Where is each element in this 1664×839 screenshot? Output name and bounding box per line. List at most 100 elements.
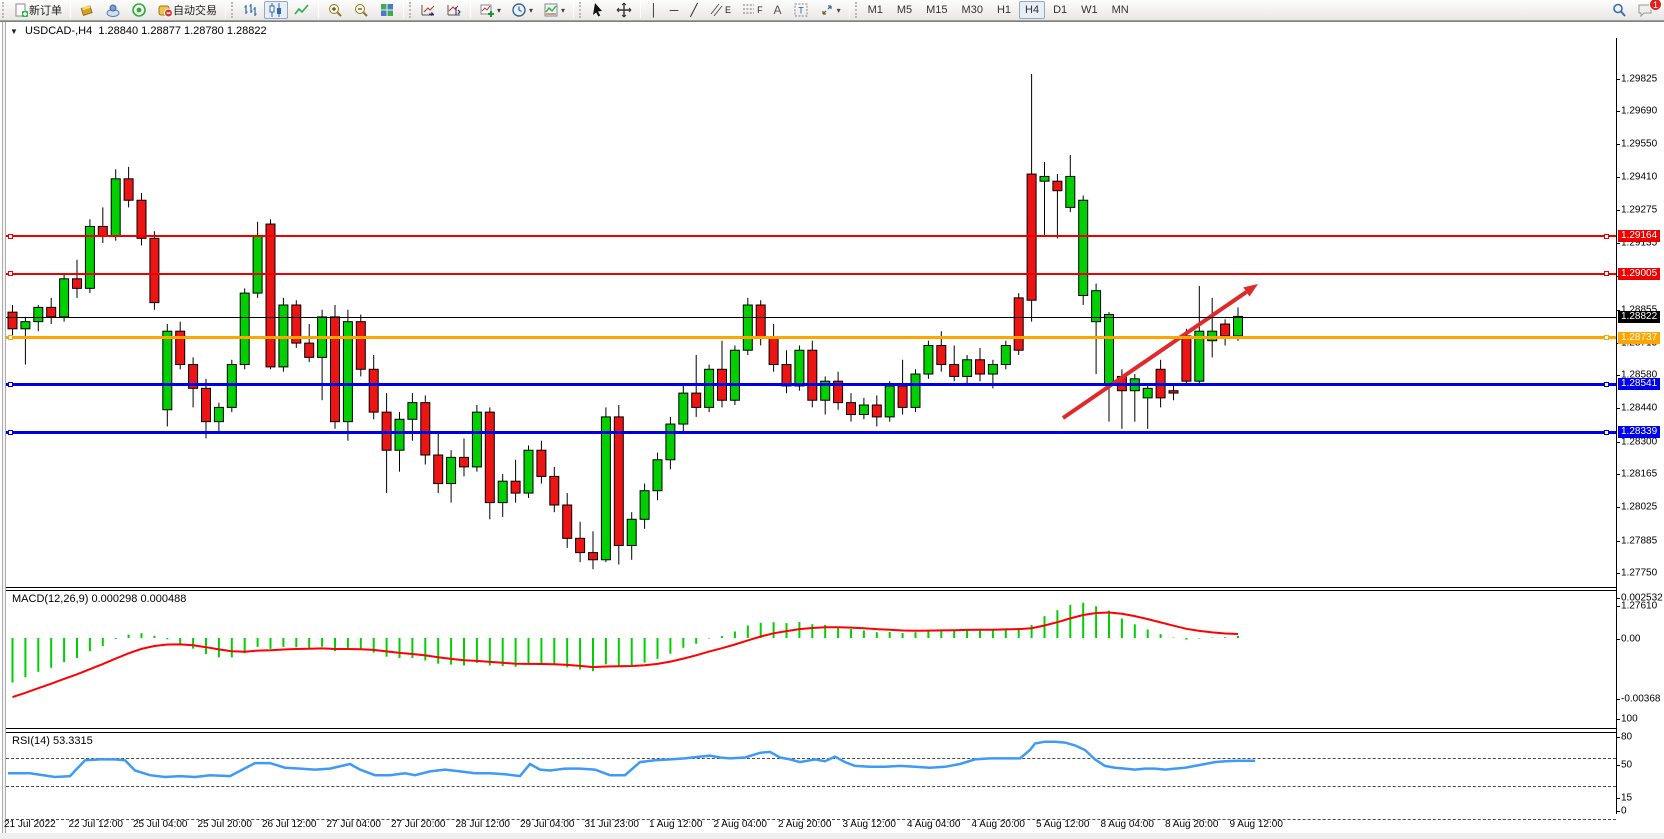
autotrading-icon [158,5,173,18]
templates-caret-icon: ▾ [561,5,566,15]
signal-icon [132,3,146,17]
horizontal-level-line[interactable] [6,382,1616,386]
price-tick-label: 1.28025 [1621,501,1658,513]
tile-windows-button[interactable] [375,1,399,19]
new-order-label: 新订单 [29,5,62,17]
date-axis-label[interactable]: 28 Jul 12:00 [455,819,511,830]
line-anchor-marker[interactable] [8,271,13,277]
main-toolbar: 新订单 自动交易 ▾ ▾ [0,0,1664,21]
macd-label: MACD(12,26,9) 0.000298 0.000488 [12,593,187,605]
trendline-tool-button[interactable]: ╱ [685,1,703,19]
channel-tool-button[interactable]: E [705,1,735,19]
indicators-caret-icon: ▾ [497,5,502,15]
line-anchor-marker[interactable] [1604,381,1609,387]
fibonacci-tool-button[interactable]: F [737,1,767,19]
date-axis-label[interactable]: 21 Jul 2022 [4,819,56,830]
channel-letter: E [725,5,732,15]
date-axis-label[interactable]: 5 Aug 12:00 [1036,819,1090,830]
market-cube-button[interactable] [75,1,99,19]
line-anchor-marker[interactable] [8,233,13,239]
crosshair-icon [616,2,632,18]
search-icon [1613,3,1626,17]
autotrading-button[interactable]: 自动交易 [153,1,221,19]
line-anchor-marker[interactable] [8,429,13,435]
date-axis-label[interactable]: 9 Aug 12:00 [1229,819,1283,830]
collapse-chart-icon[interactable]: ▼ [10,27,18,36]
horizontal-level-line[interactable] [6,336,1616,340]
timeframe-w1[interactable]: W1 [1081,4,1098,16]
periods-button[interactable]: ▾ [507,1,537,19]
date-axis-label[interactable]: 27 Jul 20:00 [391,819,446,830]
text-label-tool-button[interactable]: T [789,1,813,19]
crosshair-tool-button[interactable] [612,1,636,19]
chart-title[interactable]: ▼ USDCAD-,H4 1.28840 1.28877 1.28780 1.2… [10,25,267,37]
timeframe-group: M1 M5 M15 M30 H1 H4 D1 W1 MN [861,1,1136,19]
timeframe-m15[interactable]: M15 [926,4,948,16]
autoscroll-button[interactable] [416,1,440,19]
chart-shift-button[interactable] [442,1,466,19]
rsi-label: RSI(14) 53.3315 [12,735,93,747]
date-axis-label[interactable]: 31 Jul 23:00 [584,819,640,830]
new-order-button[interactable]: 新订单 [9,1,66,19]
price-tick-label: 1.29410 [1621,171,1658,183]
price-tickmark [1616,540,1620,542]
line-anchor-marker[interactable] [1604,271,1609,277]
toolbar-drag-handle[interactable] [2,2,6,18]
notifications-button[interactable]: 1 [1633,0,1662,19]
date-axis-label[interactable]: 22 Jul 12:00 [68,819,124,830]
price-tickmark [1616,209,1620,211]
timeframe-h4[interactable]: H4 [1019,1,1046,19]
price-tick-label: 1.29135 [1621,237,1658,249]
signal-button[interactable] [127,1,151,19]
indicators-button[interactable]: ▾ [475,1,505,19]
line-price-label: 1.29164 [1618,230,1661,242]
profile-button[interactable] [101,1,125,19]
horizontal-level-line[interactable] [6,272,1616,275]
templates-button[interactable]: ▾ [539,1,569,19]
timeframe-d1[interactable]: D1 [1053,4,1068,16]
date-axis-label[interactable]: 25 Jul 20:00 [197,819,253,830]
date-axis-label[interactable]: 2 Aug 04:00 [713,819,767,830]
date-axis-label[interactable]: 1 Aug 12:00 [649,819,703,830]
line-anchor-marker[interactable] [8,335,13,341]
timeframe-m5[interactable]: M5 [896,4,913,16]
date-axis-label[interactable]: 4 Aug 20:00 [971,819,1025,830]
line-anchor-marker[interactable] [8,381,13,387]
date-axis-label[interactable]: 25 Jul 04:00 [133,819,188,830]
macd-pane[interactable]: MACD(12,26,9) 0.000298 0.000488 [6,590,1616,729]
timeframe-m30[interactable]: M30 [961,4,983,16]
zoom-out-button[interactable] [349,1,373,19]
horizontal-level-line[interactable] [6,235,1616,237]
horizontal-level-line[interactable] [6,430,1616,434]
arrows-tool-button[interactable]: ▾ [815,1,845,19]
price-tickmark [1616,144,1620,146]
cursor-tool-button[interactable] [586,1,610,19]
bar-chart-button[interactable] [238,1,262,19]
date-axis-label[interactable]: 3 Aug 12:00 [842,819,896,830]
price-tick-label: 1.28300 [1621,436,1658,448]
date-axis-label[interactable]: 26 Jul 12:00 [262,819,317,830]
zoom-in-button[interactable] [323,1,347,19]
rsi-level-line [6,758,1616,759]
timeframe-h1[interactable]: H1 [996,4,1012,16]
price-chart-pane[interactable] [6,38,1616,588]
text-tool-button[interactable]: A [769,1,787,19]
search-button[interactable] [1607,1,1631,19]
tile-windows-icon [381,4,393,16]
candlestick-chart-button[interactable] [264,1,288,19]
date-axis-label[interactable]: 29 Jul 04:00 [520,819,575,830]
price-tickmark [1616,309,1620,311]
vertical-line-tool-button[interactable]: │ [645,1,663,19]
horizontal-line-tool-button[interactable]: ─ [665,1,683,19]
timeframe-m1[interactable]: M1 [867,4,883,16]
date-axis-label[interactable]: 8 Aug 04:00 [1100,819,1154,830]
date-axis-label[interactable]: 4 Aug 04:00 [907,819,961,830]
date-axis-label[interactable]: 2 Aug 20:00 [778,819,832,830]
date-axis-label[interactable]: 27 Jul 04:00 [326,819,382,830]
line-anchor-marker[interactable] [1604,335,1609,341]
date-axis-label[interactable]: 8 Aug 20:00 [1165,819,1219,830]
line-anchor-marker[interactable] [1604,233,1609,239]
line-chart-button[interactable] [290,1,314,19]
line-anchor-marker[interactable] [1604,429,1609,435]
timeframe-mn[interactable]: MN [1111,4,1129,16]
